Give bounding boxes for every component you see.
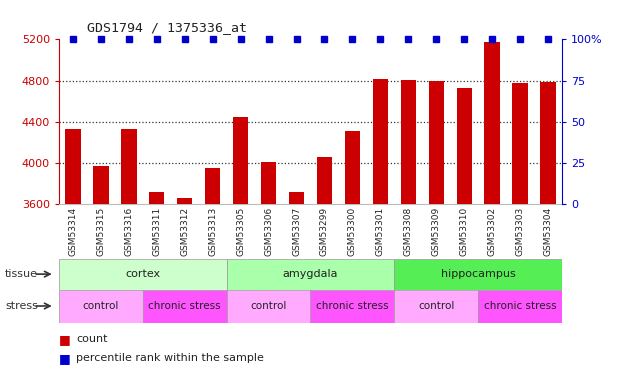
Bar — [345, 131, 360, 204]
Bar — [289, 192, 304, 204]
Bar — [177, 198, 193, 204]
Text: ■: ■ — [59, 352, 71, 364]
Text: GSM53315: GSM53315 — [96, 207, 106, 256]
Bar — [143, 290, 227, 322]
Text: GSM53310: GSM53310 — [460, 207, 469, 256]
Text: control: control — [250, 301, 287, 311]
Bar — [373, 79, 388, 204]
Text: GSM53314: GSM53314 — [68, 207, 78, 256]
Bar — [512, 83, 528, 204]
Text: GSM53301: GSM53301 — [376, 207, 385, 256]
Text: control: control — [83, 301, 119, 311]
Bar — [394, 290, 478, 322]
Text: amygdala: amygdala — [283, 269, 338, 279]
Text: GSM53306: GSM53306 — [264, 207, 273, 256]
Bar — [484, 42, 500, 204]
Text: stress: stress — [5, 301, 38, 311]
Bar — [428, 81, 444, 204]
Bar — [456, 88, 472, 204]
Bar — [205, 168, 220, 204]
Bar — [401, 80, 416, 204]
Bar — [317, 157, 332, 204]
Bar — [540, 82, 556, 204]
Text: tissue: tissue — [5, 269, 38, 279]
Text: GSM53313: GSM53313 — [208, 207, 217, 256]
Bar — [93, 166, 109, 204]
Text: hippocampus: hippocampus — [441, 269, 515, 279]
Bar — [65, 129, 81, 204]
Bar — [121, 129, 137, 204]
Bar — [227, 259, 394, 290]
Text: GSM53304: GSM53304 — [543, 207, 553, 256]
Text: GSM53308: GSM53308 — [404, 207, 413, 256]
Text: cortex: cortex — [125, 269, 160, 279]
Bar — [394, 259, 562, 290]
Bar — [261, 162, 276, 204]
Bar — [59, 290, 143, 322]
Text: ■: ■ — [59, 333, 71, 346]
Text: count: count — [76, 334, 108, 344]
Text: GSM53303: GSM53303 — [515, 207, 525, 256]
Bar — [149, 192, 165, 204]
Text: GSM53316: GSM53316 — [124, 207, 134, 256]
Text: GSM53307: GSM53307 — [292, 207, 301, 256]
Text: percentile rank within the sample: percentile rank within the sample — [76, 353, 265, 363]
Text: chronic stress: chronic stress — [316, 301, 389, 311]
Text: GSM53309: GSM53309 — [432, 207, 441, 256]
Text: GDS1794 / 1375336_at: GDS1794 / 1375336_at — [87, 21, 247, 34]
Bar — [233, 117, 248, 204]
Text: chronic stress: chronic stress — [148, 301, 221, 311]
Text: GSM53300: GSM53300 — [348, 207, 357, 256]
Bar — [478, 290, 562, 322]
Text: GSM53305: GSM53305 — [236, 207, 245, 256]
Text: GSM53312: GSM53312 — [180, 207, 189, 256]
Text: GSM53299: GSM53299 — [320, 207, 329, 256]
Bar — [59, 259, 227, 290]
Text: chronic stress: chronic stress — [484, 301, 556, 311]
Text: GSM53311: GSM53311 — [152, 207, 161, 256]
Text: control: control — [418, 301, 455, 311]
Bar — [310, 290, 394, 322]
Bar — [227, 290, 310, 322]
Text: GSM53302: GSM53302 — [487, 207, 497, 256]
